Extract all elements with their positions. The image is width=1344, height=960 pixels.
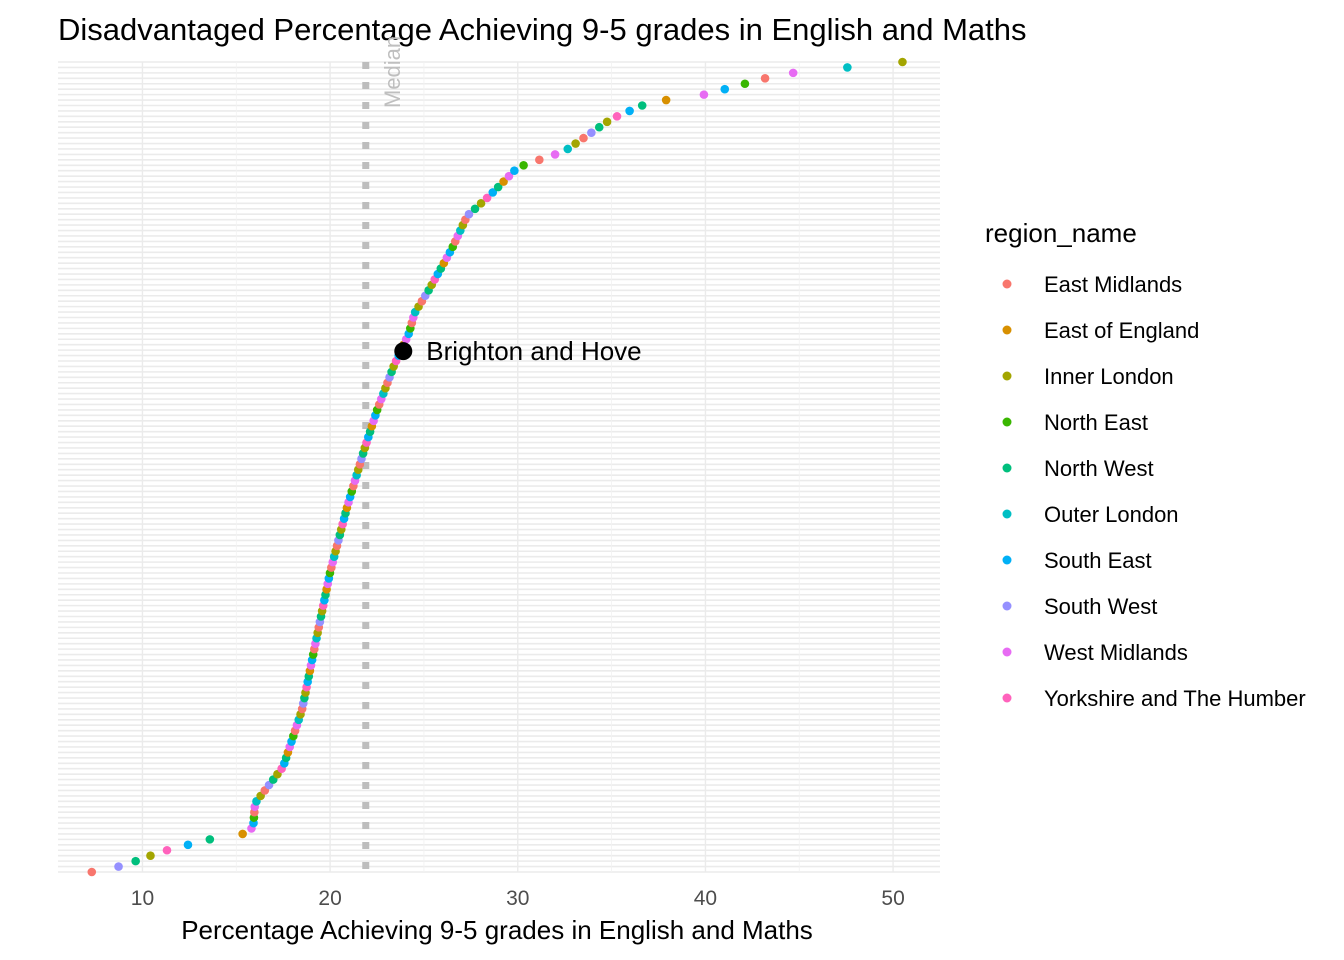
legend-label: Outer London	[1044, 502, 1179, 527]
data-point	[535, 155, 544, 165]
data-point	[131, 856, 140, 866]
data-point	[519, 160, 528, 170]
legend-label: Inner London	[1044, 364, 1174, 389]
grid-lines	[58, 61, 940, 873]
data-point	[550, 150, 560, 159]
data-point	[499, 177, 508, 186]
data-point	[563, 144, 573, 154]
highlight-group: Brighton and Hove	[394, 336, 642, 366]
data-point	[587, 128, 596, 137]
legend-label: West Midlands	[1044, 640, 1188, 665]
legend-label: South West	[1044, 594, 1157, 619]
data-points	[87, 57, 907, 877]
x-tick-label: 50	[881, 887, 904, 910]
data-point	[594, 122, 604, 132]
data-point	[788, 68, 798, 78]
legend-label: East of England	[1044, 318, 1199, 343]
x-tick-label: 20	[318, 887, 341, 910]
data-point	[625, 106, 634, 116]
legend-label: North West	[1044, 456, 1154, 481]
data-point	[720, 84, 730, 94]
legend-key	[1002, 509, 1012, 519]
plot-panel	[58, 62, 940, 872]
highlight-point	[394, 342, 413, 361]
data-point	[898, 57, 907, 67]
data-point	[510, 166, 519, 176]
x-tick-label: 40	[694, 887, 717, 910]
data-point	[488, 188, 498, 197]
legend-key	[1002, 601, 1012, 611]
data-point	[183, 840, 193, 850]
data-point	[87, 867, 97, 877]
data-point	[637, 101, 647, 110]
x-tick-label: 10	[131, 887, 154, 910]
data-point	[579, 133, 588, 143]
legend-key	[1002, 417, 1012, 427]
data-point	[114, 862, 123, 871]
legend-key	[1002, 463, 1012, 473]
data-point	[205, 835, 215, 844]
legend-title: region_name	[985, 218, 1137, 248]
data-point	[843, 63, 852, 72]
legend: region_name East Midlands East of England…	[985, 218, 1306, 711]
legend-key	[1002, 325, 1012, 335]
data-point	[470, 204, 480, 214]
data-point	[699, 90, 709, 99]
plot-background	[58, 62, 940, 872]
data-point	[571, 139, 580, 148]
legend-key	[1002, 647, 1012, 657]
data-point	[661, 95, 671, 105]
data-point	[146, 851, 155, 860]
x-tick-label: 30	[506, 887, 529, 910]
chart-title: Disadvantaged Percentage Achieving 9-5 g…	[58, 12, 1027, 47]
legend-key	[1002, 555, 1012, 565]
median-line-group: Median	[362, 36, 405, 872]
legend-label: Yorkshire and The Humber	[1044, 686, 1306, 711]
x-axis-title: Percentage Achieving 9-5 grades in Engli…	[181, 915, 813, 945]
data-point	[464, 209, 474, 219]
data-point	[476, 199, 486, 208]
data-point	[493, 182, 503, 192]
data-point	[238, 829, 247, 839]
data-point	[760, 74, 770, 83]
legend-label: South East	[1044, 548, 1152, 573]
x-axis-ticks: 10 20 30 40 50	[131, 887, 905, 910]
legend-key	[1002, 693, 1012, 703]
data-point	[612, 112, 622, 121]
data-point	[162, 845, 172, 855]
legend-key	[1002, 371, 1012, 381]
data-point	[504, 171, 514, 181]
legend-label: East Midlands	[1044, 272, 1182, 297]
data-point	[482, 193, 492, 203]
legend-label: North East	[1044, 410, 1148, 435]
data-point	[602, 117, 612, 127]
data-point	[740, 79, 750, 89]
legend-key	[1002, 279, 1012, 289]
highlight-label: Brighton and Hove	[426, 336, 641, 366]
median-label: Median	[380, 36, 405, 108]
